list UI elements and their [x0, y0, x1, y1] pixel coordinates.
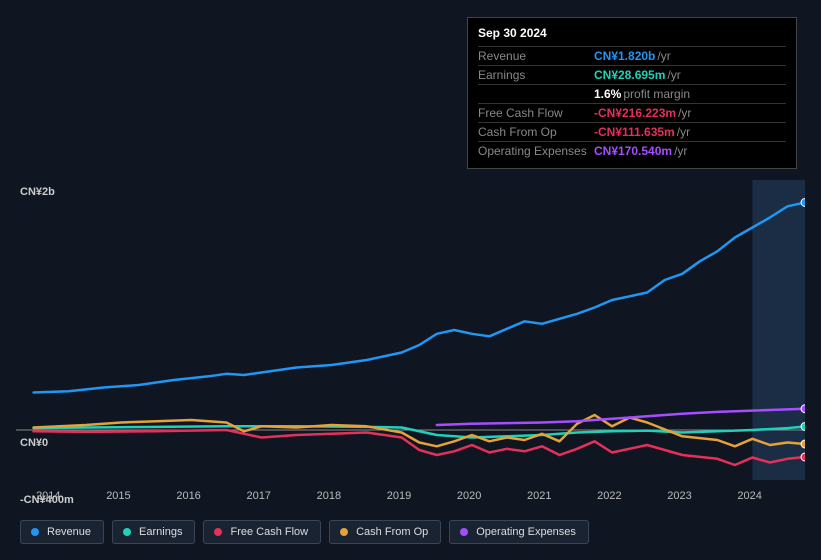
x-tick-label: 2024 [737, 490, 761, 502]
chart-area: CN¥2bCN¥0-CN¥400m 2014201520162017201820… [16, 180, 805, 480]
line-chart [16, 180, 805, 480]
tooltip-date: Sep 30 2024 [478, 24, 786, 46]
legend-label: Cash From Op [356, 526, 428, 538]
x-tick-label: 2018 [317, 490, 341, 502]
legend-label: Revenue [47, 526, 91, 538]
x-tick-label: 2019 [387, 490, 411, 502]
tooltip-label: Operating Expenses [478, 144, 594, 158]
tooltip-row: Free Cash Flow-CN¥216.223m /yr [478, 103, 786, 122]
tooltip-unit: /yr [657, 49, 670, 63]
tooltip-row: RevenueCN¥1.820b /yr [478, 46, 786, 65]
x-tick-label: 2014 [36, 490, 60, 502]
tooltip-unit: /yr [678, 106, 691, 120]
tooltip-value: CN¥28.695m [594, 68, 665, 82]
y-tick-label: CN¥2b [20, 186, 55, 198]
legend-dot-icon [340, 528, 348, 536]
legend-item-earnings[interactable]: Earnings [112, 520, 195, 544]
x-tick-label: 2020 [457, 490, 481, 502]
legend-label: Operating Expenses [476, 526, 576, 538]
x-tick-label: 2017 [246, 490, 270, 502]
tooltip-value: CN¥170.540m [594, 144, 672, 158]
legend-item-operating-expenses[interactable]: Operating Expenses [449, 520, 589, 544]
x-tick-label: 2015 [106, 490, 130, 502]
tooltip-unit: /yr [674, 144, 687, 158]
legend-label: Earnings [139, 526, 182, 538]
tooltip-row: Operating ExpensesCN¥170.540m /yr [478, 141, 786, 160]
chart-legend: Revenue Earnings Free Cash Flow Cash From O… [20, 520, 589, 544]
x-tick-label: 2021 [527, 490, 551, 502]
legend-dot-icon [460, 528, 468, 536]
legend-dot-icon [214, 528, 222, 536]
chart-tooltip: Sep 30 2024 RevenueCN¥1.820b /yrEarnings… [467, 17, 797, 169]
legend-item-revenue[interactable]: Revenue [20, 520, 104, 544]
x-tick-label: 2016 [176, 490, 200, 502]
tooltip-unit: /yr [677, 125, 690, 139]
tooltip-label: Revenue [478, 49, 594, 63]
tooltip-value: -CN¥111.635m [594, 125, 675, 139]
tooltip-label: Free Cash Flow [478, 106, 594, 120]
tooltip-label: Cash From Op [478, 125, 594, 139]
tooltip-value: CN¥1.820b [594, 49, 655, 63]
tooltip-row: EarningsCN¥28.695m /yr [478, 65, 786, 84]
y-tick-label: CN¥0 [20, 437, 48, 449]
legend-item-free-cash-flow[interactable]: Free Cash Flow [203, 520, 321, 544]
legend-dot-icon [31, 528, 39, 536]
tooltip-label: Earnings [478, 68, 594, 82]
x-tick-label: 2023 [667, 490, 691, 502]
legend-label: Free Cash Flow [230, 526, 308, 538]
x-tick-label: 2022 [597, 490, 621, 502]
tooltip-row: Cash From Op-CN¥111.635m /yr [478, 122, 786, 141]
tooltip-value: -CN¥216.223m [594, 106, 676, 120]
tooltip-value: 1.6% [594, 87, 621, 101]
tooltip-row: 1.6% profit margin [478, 84, 786, 103]
legend-item-cash-from-op[interactable]: Cash From Op [329, 520, 441, 544]
legend-dot-icon [123, 528, 131, 536]
tooltip-unit: profit margin [623, 87, 690, 101]
tooltip-unit: /yr [667, 68, 680, 82]
